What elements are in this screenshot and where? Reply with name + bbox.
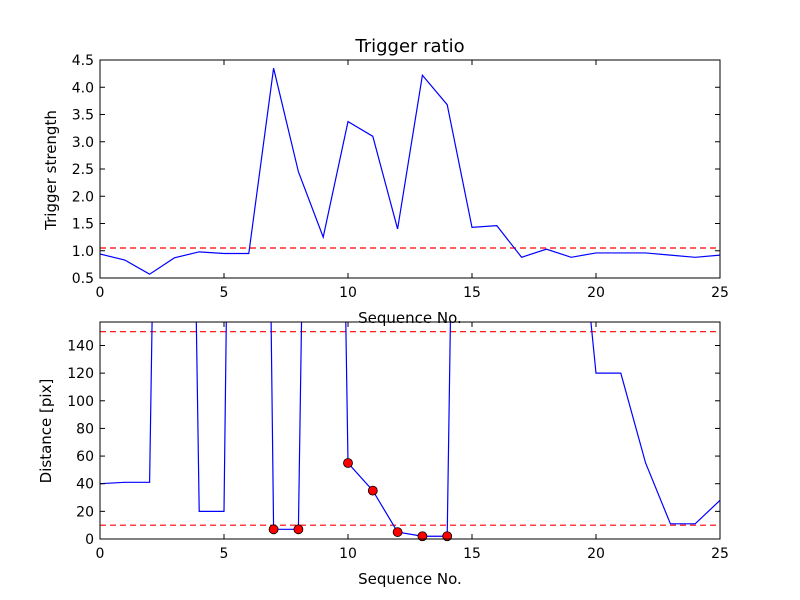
bottom-data-marker (392, 527, 403, 537)
top-ytick-label: 2.5 (72, 162, 94, 178)
bottom-series-line-0 (100, 322, 720, 537)
bottom-ytick-label: 100 (67, 394, 94, 410)
top-ytick-label: 0.5 (72, 271, 94, 287)
bottom-ytick-label: 120 (67, 366, 94, 382)
bottom-data-marker (293, 524, 304, 535)
bottom-xtick-label: 5 (220, 546, 229, 562)
top-xtick-label: 0 (96, 285, 105, 301)
bottom-chart-xlabel: Sequence No. (358, 570, 462, 588)
top-plot-area (100, 68, 720, 275)
bottom-xtick-label: 0 (96, 546, 105, 562)
top-ytick-label: 3.0 (72, 135, 94, 151)
top-xtick-label: 20 (587, 285, 605, 301)
bottom-plot-area (100, 322, 720, 537)
bottom-ytick-label: 140 (67, 338, 94, 354)
top-xtick-label: 25 (711, 285, 729, 301)
bottom-data-marker (343, 458, 353, 468)
top-series-line-0 (100, 68, 720, 275)
bottom-ytick-label: 0 (85, 532, 94, 548)
bottom-data-marker (442, 531, 453, 542)
top-ytick-label: 4.5 (72, 53, 94, 69)
bottom-xtick-label: 25 (711, 546, 729, 562)
bottom-ytick-label: 60 (76, 449, 94, 465)
top-ytick-label: 4.0 (72, 80, 94, 96)
top-chart-title: Trigger ratio (354, 36, 464, 57)
bottom-data-marker (417, 531, 428, 542)
bottom-data-marker (367, 485, 378, 496)
top-ytick-label: 1.0 (72, 244, 94, 260)
top-ytick-label: 3.5 (72, 108, 94, 124)
top-ytick-label: 2.0 (72, 189, 94, 205)
bottom-data-marker (268, 524, 279, 535)
top-xtick-label: 10 (339, 285, 357, 301)
bottom-axes-frame (99, 321, 721, 540)
bottom-ytick-label: 40 (76, 477, 94, 493)
bottom-chart-ylabel: Distance [pix] (37, 379, 55, 484)
bottom-chart-panel: Distance [pix] Sequence No. 0 5 10 15 20 25 0 2… (37, 321, 729, 588)
bottom-xtick-label: 15 (463, 546, 481, 562)
top-xtick-label: 15 (463, 285, 481, 301)
bottom-xtick-label: 20 (587, 546, 605, 562)
bottom-ytick-label: 80 (76, 421, 94, 437)
bottom-xtick-label: 10 (339, 546, 357, 562)
top-ytick-label: 1.5 (72, 217, 94, 233)
top-xtick-label: 5 (220, 285, 229, 301)
bottom-ytick-label: 20 (76, 504, 94, 520)
top-chart-xlabel: Sequence No. (358, 309, 462, 327)
top-chart-ylabel: Trigger strength (42, 110, 60, 231)
